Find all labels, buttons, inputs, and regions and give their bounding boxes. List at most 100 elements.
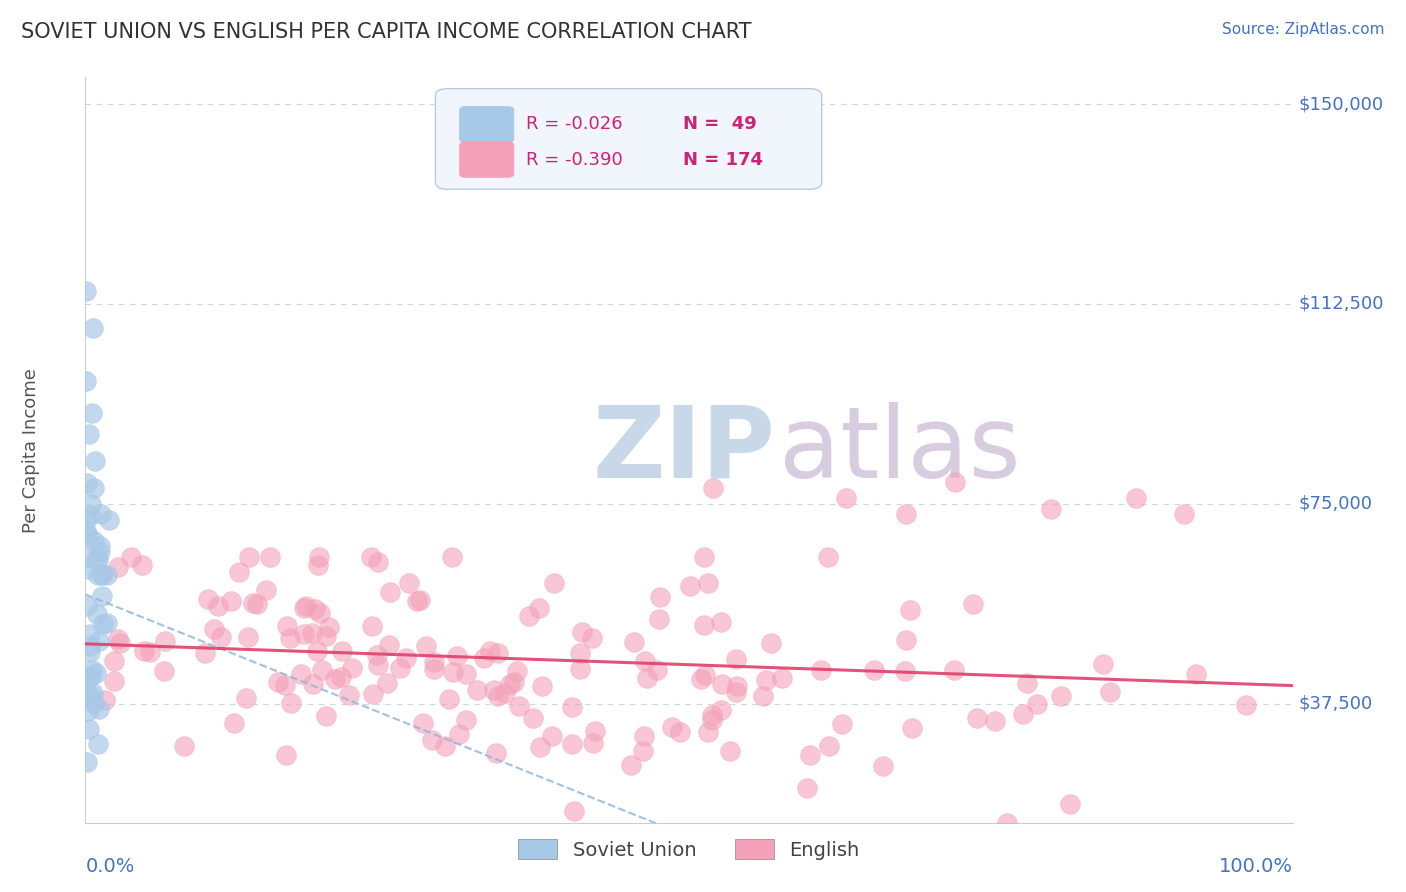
Soviet Union — [75, 673, 97, 687]
English — [367, 555, 389, 569]
English — [634, 654, 657, 668]
English — [1059, 797, 1081, 812]
English — [276, 618, 298, 632]
Soviet Union — [87, 737, 110, 751]
Soviet Union — [91, 590, 114, 604]
English — [1125, 491, 1147, 506]
English — [517, 609, 540, 624]
English — [896, 633, 918, 648]
Soviet Union — [86, 607, 108, 621]
English — [330, 670, 353, 684]
English — [896, 508, 918, 522]
English — [308, 607, 330, 621]
Text: N = 174: N = 174 — [683, 151, 763, 169]
English — [962, 598, 984, 612]
English — [280, 697, 302, 711]
English — [697, 724, 720, 739]
English — [817, 549, 839, 564]
English — [153, 634, 176, 648]
English — [943, 475, 966, 490]
Soviet Union — [79, 640, 101, 654]
English — [695, 668, 717, 682]
English — [700, 714, 723, 728]
English — [295, 599, 318, 614]
English — [267, 675, 290, 690]
English — [1050, 689, 1073, 703]
English — [375, 676, 398, 690]
English — [366, 648, 388, 662]
Soviet Union — [82, 664, 104, 678]
English — [581, 631, 603, 645]
Soviet Union — [75, 513, 97, 527]
English — [209, 630, 232, 644]
English — [1091, 657, 1114, 671]
English — [238, 630, 260, 644]
Soviet Union — [77, 690, 100, 704]
English — [456, 713, 478, 727]
English — [983, 714, 1005, 728]
Soviet Union — [79, 627, 101, 641]
Soviet Union — [87, 553, 110, 567]
English — [755, 673, 778, 688]
English — [831, 716, 853, 731]
English — [323, 672, 346, 686]
English — [311, 663, 333, 677]
English — [340, 661, 363, 675]
English — [1184, 667, 1206, 681]
English — [108, 635, 131, 649]
English — [449, 727, 471, 741]
English — [862, 663, 884, 677]
English — [995, 816, 1018, 830]
English — [1040, 502, 1063, 516]
English — [446, 649, 468, 664]
English — [522, 711, 544, 725]
English — [710, 615, 733, 630]
English — [304, 602, 326, 616]
English — [259, 549, 281, 564]
English — [529, 739, 551, 754]
English — [482, 682, 505, 697]
Text: 0.0%: 0.0% — [86, 857, 135, 876]
English — [901, 722, 924, 736]
Soviet Union — [80, 497, 103, 511]
English — [693, 549, 716, 564]
English — [650, 590, 672, 604]
English — [204, 622, 226, 636]
English — [724, 685, 747, 699]
English — [103, 655, 125, 669]
English — [132, 644, 155, 658]
English — [486, 689, 509, 703]
English — [571, 625, 593, 640]
English — [678, 579, 700, 593]
English — [242, 596, 264, 610]
English — [107, 560, 129, 574]
English — [274, 678, 297, 692]
English — [274, 747, 297, 762]
Soviet Union — [83, 696, 105, 710]
English — [508, 699, 530, 714]
English — [1098, 684, 1121, 698]
Text: $37,500: $37,500 — [1299, 695, 1372, 713]
Soviet Union — [96, 567, 118, 582]
English — [506, 664, 529, 678]
English — [942, 663, 965, 677]
Soviet Union — [80, 689, 103, 703]
English — [423, 655, 446, 669]
Soviet Union — [77, 529, 100, 543]
Soviet Union — [91, 617, 114, 632]
English — [406, 593, 429, 607]
English — [228, 565, 250, 579]
English — [648, 612, 671, 626]
Soviet Union — [97, 513, 120, 527]
English — [725, 679, 748, 693]
Soviet Union — [76, 670, 98, 684]
English — [318, 619, 340, 633]
English — [543, 575, 565, 590]
FancyBboxPatch shape — [436, 88, 821, 189]
English — [623, 635, 645, 649]
Soviet Union — [87, 567, 110, 582]
English — [647, 663, 669, 677]
English — [636, 671, 658, 685]
English — [238, 549, 260, 564]
Text: $112,500: $112,500 — [1299, 295, 1384, 313]
